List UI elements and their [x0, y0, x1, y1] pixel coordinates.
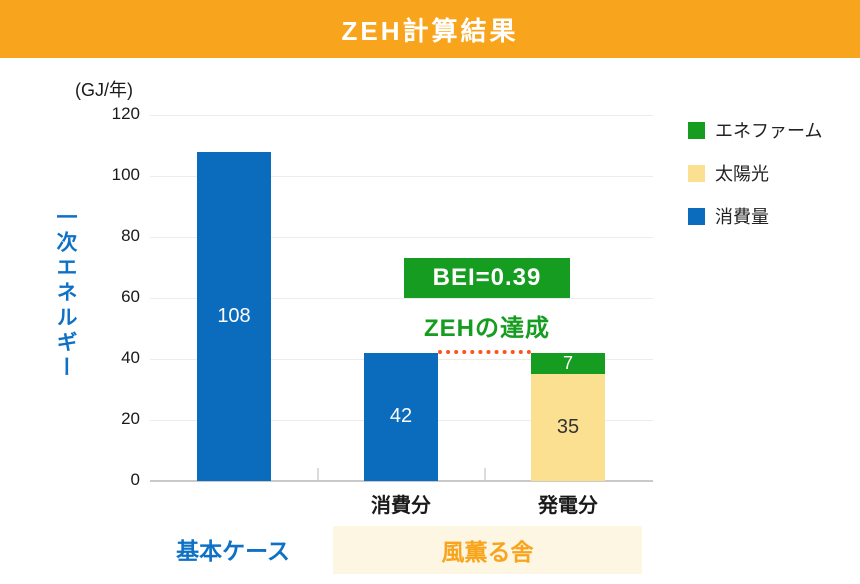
group-label-kazekaoru-sha: 風薫る舎 [333, 526, 642, 574]
bar-value-label: 35 [556, 416, 580, 439]
bar-base-case-consumption: 108 [197, 151, 271, 481]
legend: エネファーム 太陽光 消費量 [688, 117, 822, 229]
bar-value-label: 42 [389, 405, 413, 428]
y-axis-title: 一次エネルギー [54, 206, 77, 381]
y-tick-label-60: 60 [121, 287, 140, 306]
y-tick-label-0: 0 [130, 470, 140, 489]
bar-value-label: 7 [562, 353, 573, 374]
category-separator-tick [317, 468, 319, 480]
x-tick-generation: 発電分 [538, 495, 598, 517]
bar-segment-solar: 35 [531, 374, 605, 481]
gridline-60 [150, 298, 653, 299]
bar-generation-stacked: 7 35 [531, 352, 605, 481]
page-title: ZEH計算結果 [341, 15, 519, 46]
legend-label: エネファーム [715, 121, 823, 141]
y-unit-label: (GJ/年) [75, 80, 133, 100]
category-separator-tick [484, 468, 486, 480]
y-tick-label-40: 40 [121, 348, 140, 367]
gridline-80 [150, 237, 653, 238]
bar-segment-enefarm: 7 [531, 352, 605, 375]
y-tick-label-80: 80 [121, 226, 140, 245]
gridline-100 [150, 176, 653, 177]
equal-level-dotted-line [438, 349, 531, 354]
legend-swatch-consumption [688, 207, 705, 225]
legend-item-solar: 太陽光 [688, 160, 822, 186]
x-tick-consumption: 消費分 [371, 495, 431, 517]
gridline-120 [150, 115, 653, 116]
legend-label: 消費量 [715, 207, 769, 227]
legend-swatch-solar [688, 164, 705, 182]
bar-consumption: 42 [364, 352, 438, 481]
x-axis-line [150, 480, 653, 482]
y-tick-label-100: 100 [111, 165, 140, 184]
legend-item-consumption: 消費量 [688, 203, 822, 229]
legend-label: 太陽光 [715, 164, 769, 184]
bei-badge: BEI=0.39 [404, 258, 570, 298]
group-label-base-case: 基本ケース [176, 538, 290, 564]
legend-swatch-enefarm [688, 121, 705, 139]
y-tick-label-20: 20 [121, 409, 140, 428]
zeh-achievement-label: ZEHの達成 [424, 315, 550, 342]
bar-value-label: 108 [217, 304, 251, 327]
y-tick-label-120: 120 [111, 104, 140, 123]
title-bar: ZEH計算結果 [0, 0, 860, 58]
plot-area: 108 42 7 35 BEI=0.39 ZEHの達成 [150, 115, 653, 482]
legend-item-enefarm: エネファーム [688, 117, 822, 143]
